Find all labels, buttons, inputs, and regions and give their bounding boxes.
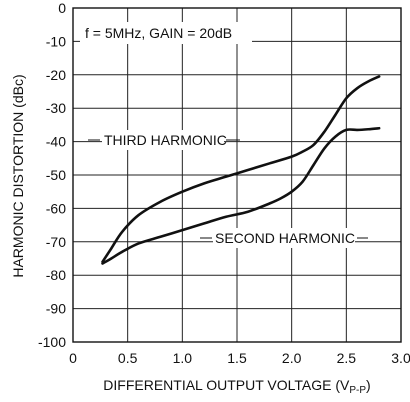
- y-tick-label: -100: [38, 334, 66, 350]
- y-tick-label: -20: [46, 67, 66, 83]
- y-tick-label: -50: [46, 167, 66, 183]
- x-tick-label: 2.0: [282, 350, 302, 366]
- y-tick-label: -30: [46, 100, 66, 116]
- x-tick-label: 3.0: [391, 350, 410, 366]
- y-tick-label: -90: [46, 301, 66, 317]
- tick-labels: 0 0.5 1.0 1.5 2.0 2.5 3.0 0 -10 -20 -30 -40 -50 -60 -7…: [38, 0, 410, 366]
- x-axis-title: DIFFERENTIAL OUTPUT VOLTAGE (VP-P): [103, 377, 370, 396]
- y-tick-label: -80: [46, 267, 66, 283]
- x-tick-label: 0.5: [118, 350, 138, 366]
- grid: [73, 8, 401, 342]
- y-tick-label: 0: [58, 0, 66, 16]
- x-axis-title-close: ): [366, 377, 371, 393]
- y-axis-title: HARMONIC DISTORTION (dBc): [10, 74, 26, 277]
- third-harmonic-label: THIRD HARMONIC: [104, 132, 227, 148]
- x-tick-label: 0: [69, 350, 77, 366]
- annotation-label: f = 5MHz, GAIN = 20dB: [85, 25, 232, 41]
- y-tick-label: -40: [46, 134, 66, 150]
- x-tick-label: 2.5: [337, 350, 357, 366]
- x-tick-label: 1.0: [173, 350, 193, 366]
- x-tick-label: 1.5: [227, 350, 247, 366]
- y-tick-label: -10: [46, 33, 66, 49]
- annotation-box: f = 5MHz, GAIN = 20dB: [80, 22, 252, 44]
- y-tick-label: -70: [46, 234, 66, 250]
- second-harmonic-label: SECOND HARMONIC: [215, 230, 355, 246]
- x-axis-title-subscript: P-P: [349, 385, 366, 396]
- third-harmonic-label-group: THIRD HARMONIC: [88, 130, 240, 150]
- y-tick-label: -60: [46, 200, 66, 216]
- second-harmonic-label-group: SECOND HARMONIC: [200, 228, 368, 248]
